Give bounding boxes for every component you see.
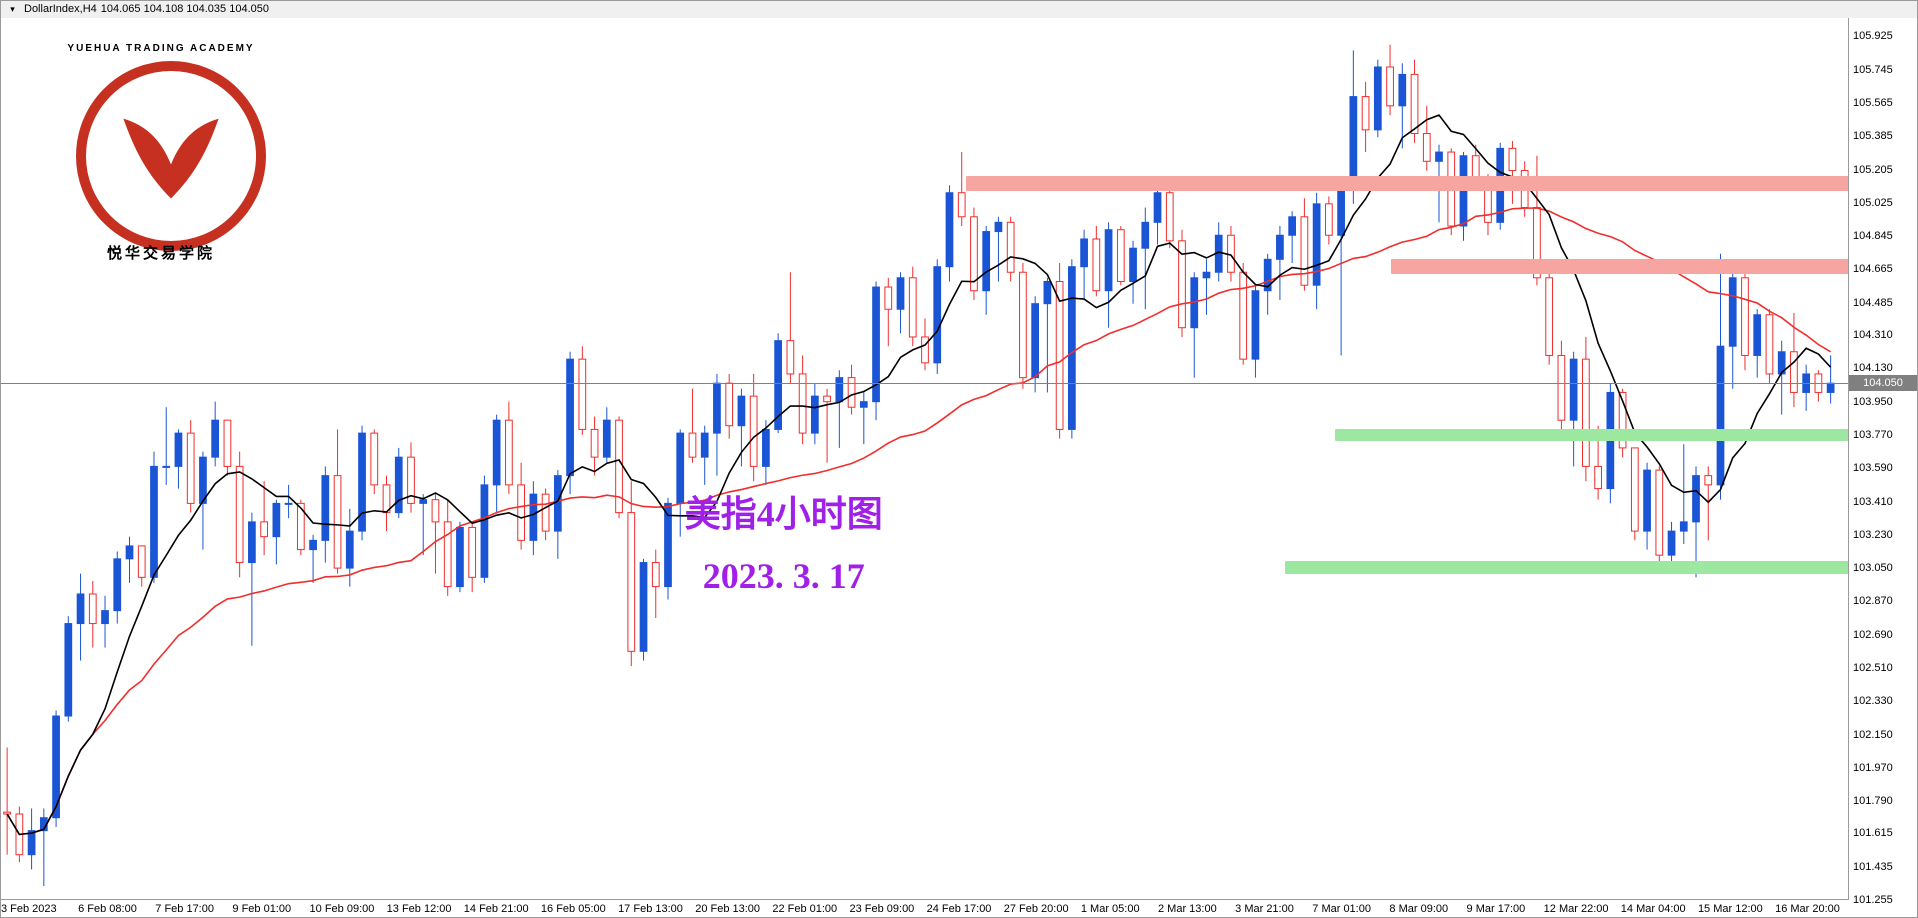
ytick-label: 104.845 xyxy=(1853,230,1893,242)
ytick-label: 103.770 xyxy=(1853,429,1893,441)
xtick-label: 17 Feb 13:00 xyxy=(618,903,683,915)
ytick-label: 105.025 xyxy=(1853,197,1893,209)
logo-glyph-icon xyxy=(123,119,218,199)
xtick-label: 16 Feb 05:00 xyxy=(541,903,606,915)
xtick-label: 3 Feb 2023 xyxy=(1,903,57,915)
chart-title-text: 美指4小时图 xyxy=(685,485,883,537)
ytick-label: 101.790 xyxy=(1853,795,1893,807)
resistance-zone xyxy=(966,176,1849,191)
support-zone xyxy=(1335,429,1849,440)
ytick-label: 103.590 xyxy=(1853,462,1893,474)
chart-header: ▾ DollarIndex,H4 104.065 104.108 104.035… xyxy=(1,1,1917,19)
ytick-label: 104.485 xyxy=(1853,297,1893,309)
xtick-label: 10 Feb 09:00 xyxy=(310,903,375,915)
logo-ring-icon xyxy=(76,61,266,251)
price-axis: 104.050 105.925 105.745 105.565 105.385 105.… xyxy=(1848,18,1917,900)
xtick-label: 7 Mar 01:00 xyxy=(1312,903,1371,915)
xtick-label: 16 Mar 20:00 xyxy=(1775,903,1840,915)
ohlc-label: 104.065 104.108 104.035 104.050 xyxy=(101,1,269,18)
xtick-label: 22 Feb 01:00 xyxy=(772,903,837,915)
xtick-label: 24 Feb 17:00 xyxy=(927,903,992,915)
ytick-label: 102.690 xyxy=(1853,629,1893,641)
watermark-logo: YUEHUA TRADING ACADEMY 悦华交易学院 xyxy=(51,43,291,283)
bid-line xyxy=(1,383,1849,384)
xtick-label: 2 Mar 13:00 xyxy=(1158,903,1217,915)
xtick-label: 27 Feb 20:00 xyxy=(1004,903,1069,915)
xtick-label: 8 Mar 09:00 xyxy=(1389,903,1448,915)
bid-badge: 104.050 xyxy=(1849,375,1917,391)
ytick-label: 103.410 xyxy=(1853,496,1893,508)
xtick-label: 3 Mar 21:00 xyxy=(1235,903,1294,915)
xtick-label: 13 Feb 12:00 xyxy=(387,903,452,915)
ytick-label: 102.870 xyxy=(1853,595,1893,607)
ytick-label: 102.330 xyxy=(1853,695,1893,707)
logo-bottom-text: 悦华交易学院 xyxy=(51,242,271,263)
ytick-label: 105.385 xyxy=(1853,130,1893,142)
ytick-label: 102.510 xyxy=(1853,662,1893,674)
xtick-label: 6 Feb 08:00 xyxy=(78,903,137,915)
xtick-label: 1 Mar 05:00 xyxy=(1081,903,1140,915)
resistance-zone xyxy=(1391,259,1849,274)
xtick-label: 9 Mar 17:00 xyxy=(1467,903,1526,915)
ytick-label: 103.950 xyxy=(1853,396,1893,408)
xtick-label: 12 Mar 22:00 xyxy=(1544,903,1609,915)
ytick-label: 103.050 xyxy=(1853,562,1893,574)
support-zone xyxy=(1285,561,1849,574)
ytick-label: 104.665 xyxy=(1853,263,1893,275)
chart-window: ▾ DollarIndex,H4 104.065 104.108 104.035… xyxy=(0,0,1918,918)
chart-title-overlay: 美指4小时图 2023. 3. 17 xyxy=(685,485,883,597)
ytick-label: 105.745 xyxy=(1853,64,1893,76)
ytick-label: 105.205 xyxy=(1853,164,1893,176)
ytick-label: 101.255 xyxy=(1853,894,1893,906)
ytick-label: 101.615 xyxy=(1853,827,1893,839)
symbol-label: DollarIndex,H4 xyxy=(24,1,97,18)
ytick-label: 102.150 xyxy=(1853,729,1893,741)
xtick-label: 23 Feb 09:00 xyxy=(849,903,914,915)
ytick-label: 101.435 xyxy=(1853,861,1893,873)
ytick-label: 104.130 xyxy=(1853,362,1893,374)
ytick-label: 101.970 xyxy=(1853,762,1893,774)
ytick-label: 103.230 xyxy=(1853,529,1893,541)
chart-plot-area[interactable]: 美指4小时图 2023. 3. 17 YUEHUA TRADING ACADEM… xyxy=(1,18,1849,900)
xtick-label: 15 Mar 12:00 xyxy=(1698,903,1763,915)
ytick-label: 105.925 xyxy=(1853,30,1893,42)
xtick-label: 14 Mar 04:00 xyxy=(1621,903,1686,915)
xtick-label: 20 Feb 13:00 xyxy=(695,903,760,915)
xtick-label: 14 Feb 21:00 xyxy=(464,903,529,915)
ytick-label: 105.565 xyxy=(1853,97,1893,109)
ytick-label: 104.310 xyxy=(1853,329,1893,341)
xtick-label: 7 Feb 17:00 xyxy=(155,903,214,915)
xtick-label: 9 Feb 01:00 xyxy=(232,903,291,915)
chart-date-text: 2023. 3. 17 xyxy=(685,555,883,597)
logo-top-text: YUEHUA TRADING ACADEMY xyxy=(51,43,271,54)
chart-menu-dropdown[interactable]: ▾ xyxy=(5,3,20,16)
time-axis: 3 Feb 2023 6 Feb 08:00 7 Feb 17:00 9 Feb 01… xyxy=(1,899,1849,917)
